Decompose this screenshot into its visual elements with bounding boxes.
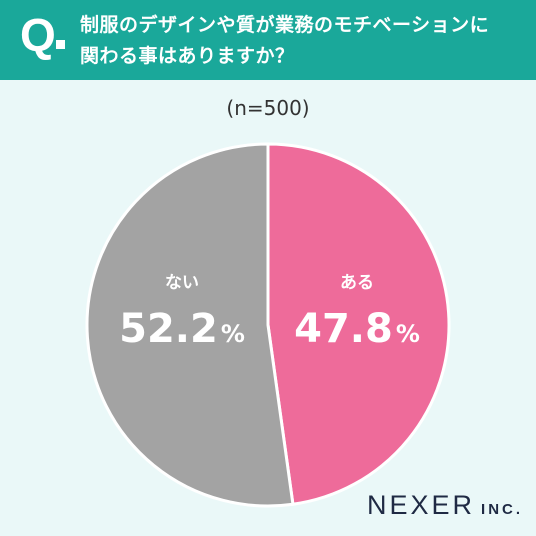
- slice-value-1: 47.8%: [294, 306, 420, 352]
- q-mark-dot: [56, 40, 65, 49]
- logo-main: NEXER: [367, 490, 476, 520]
- sample-size: (n=500): [226, 96, 310, 120]
- question-line-1: 制服のデザインや質が業務のモチベーションに: [80, 14, 490, 36]
- question-text: 制服のデザインや質が業務のモチベーションに 関わる事はありますか？: [80, 10, 525, 72]
- question-header: Q 制服のデザインや質が業務のモチベーションに 関わる事はありますか？: [0, 0, 536, 80]
- logo-sub: INC.: [481, 501, 524, 518]
- pie-slice-1: [266, 142, 451, 506]
- question-line-2: 関わる事はありますか？: [80, 45, 295, 67]
- pie-slice-2: [85, 142, 295, 508]
- pie-slices: [85, 142, 451, 508]
- q-mark: Q: [20, 9, 56, 61]
- nexer-logo: NEXER INC.: [367, 490, 523, 521]
- slice-value-2: 52.2%: [119, 306, 245, 352]
- slice-label-1: ある: [340, 273, 374, 293]
- slice-label-2: ない: [165, 273, 199, 293]
- pie-labels: ある 47.8 % ない 52.2%: [119, 273, 420, 352]
